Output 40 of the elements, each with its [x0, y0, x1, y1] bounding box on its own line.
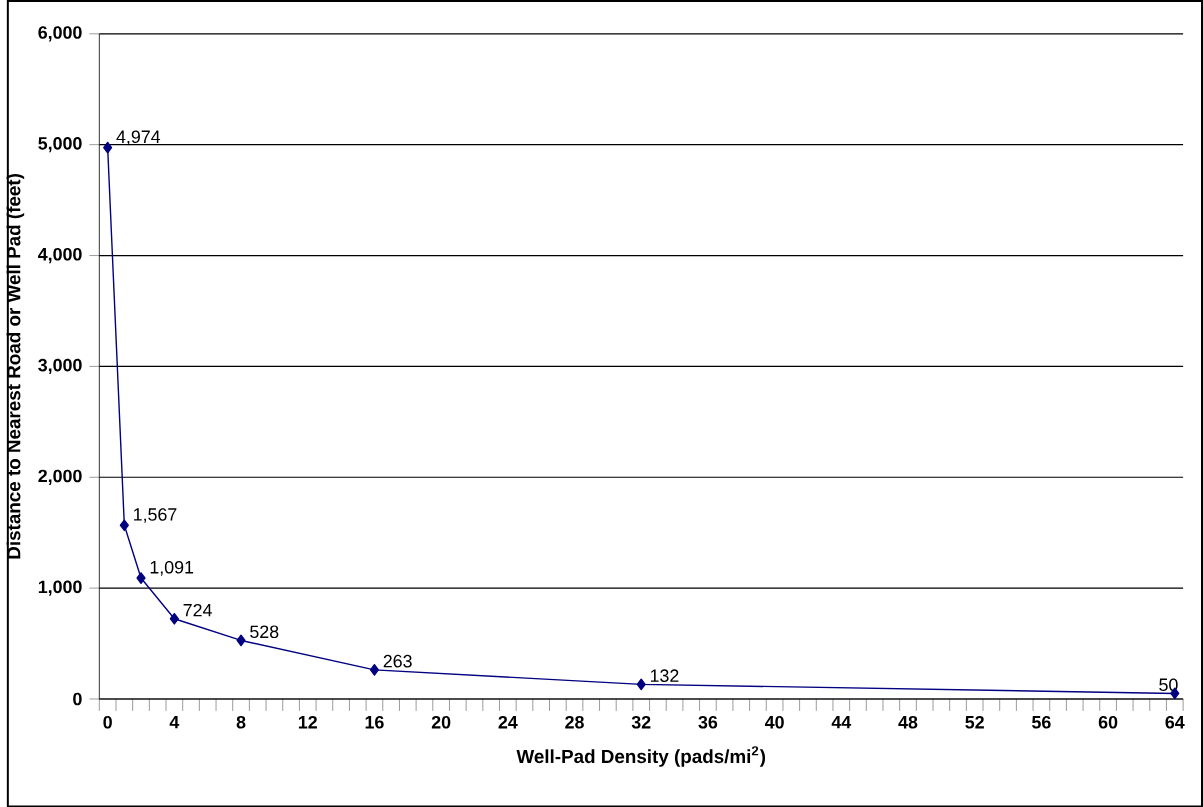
data-label: 132	[650, 669, 679, 682]
x-tick-label: 28	[565, 715, 584, 729]
x-tick-label: 8	[236, 715, 246, 729]
data-label: 4,974	[116, 130, 161, 145]
y-tick-label: 6,000	[38, 26, 82, 42]
x-tick-label: 12	[298, 715, 317, 729]
y-tick-label: 0	[73, 692, 82, 706]
point	[369, 663, 380, 676]
x-tick-label: 44	[831, 715, 852, 729]
point	[169, 612, 179, 625]
x-tick-label: 0	[103, 715, 112, 729]
x-tick-label: 16	[365, 715, 384, 729]
x-tick-label: 36	[698, 715, 718, 729]
data-label: 263	[383, 654, 412, 668]
point	[119, 519, 129, 531]
x-axis-title: Well-Pad Density (pads/mi$^{2}$)	[516, 745, 766, 767]
data-label: 528	[250, 625, 279, 638]
point	[103, 141, 113, 154]
x-tick-label: 20	[431, 715, 451, 729]
x-tick-label: 60	[1098, 715, 1118, 729]
x-tick-label: 24	[498, 715, 518, 729]
point	[636, 678, 646, 691]
x-tick-label: 64	[1165, 715, 1185, 729]
x-tick-label: 40	[764, 715, 784, 729]
y-tick-label: 4,000	[38, 247, 82, 263]
x-tick-label: 4	[169, 715, 180, 729]
data-label: 1,567	[134, 507, 177, 523]
x-tick-label: 48	[898, 715, 918, 729]
y-axis-title: Distance to Nearest Road or Well Pad (feet)	[6, 173, 25, 559]
y-tick-label: 2,000	[38, 469, 82, 485]
x-tick-label: 52	[965, 715, 984, 729]
point	[236, 634, 246, 647]
point	[136, 571, 146, 584]
data-label: 724	[183, 603, 212, 617]
y-tick-label: 5,000	[38, 136, 82, 153]
x-tick-label: 56	[1032, 715, 1051, 729]
y-tick-label: 1,000	[38, 580, 82, 596]
x-tick-label: 32	[631, 715, 651, 729]
data-label: 1,091	[150, 560, 194, 576]
y-tick-label: 3,000	[38, 358, 82, 374]
